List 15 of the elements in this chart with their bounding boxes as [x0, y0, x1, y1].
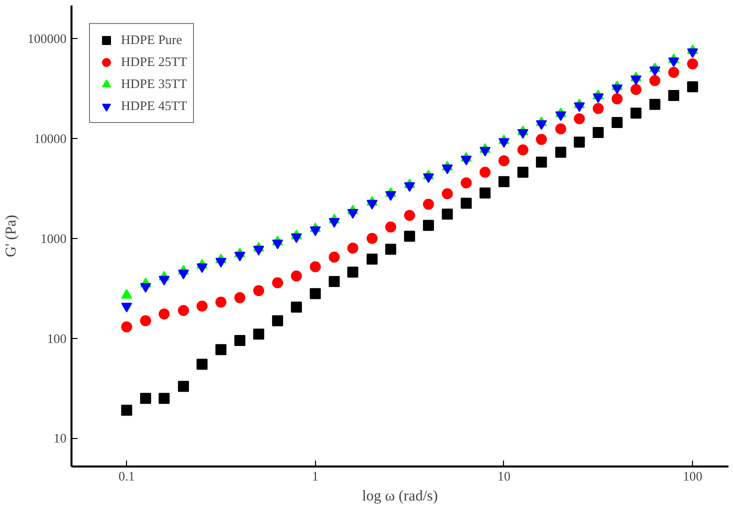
x-tick-label: 100	[682, 468, 702, 484]
x-tick-label: 0.1	[118, 468, 135, 484]
x-axis-title: log ω (rad/s)	[362, 488, 438, 504]
y-tick-label: 100000	[28, 31, 66, 46]
y-tick-label: 1000	[40, 230, 66, 246]
legend-label: HDPE 35TT	[121, 76, 188, 92]
legend-label: HDPE 25TT	[121, 54, 188, 70]
y-tick-label: 100	[47, 330, 66, 346]
y-axis-title: G' (Pa)	[4, 214, 20, 258]
legend-label: HDPE 45TT	[121, 98, 188, 114]
y-tick-label: 10000	[34, 131, 66, 146]
y-tick-label: 10	[54, 430, 66, 446]
x-tick-label: 10	[497, 468, 510, 484]
legend-label: HDPE Pure	[121, 32, 182, 48]
x-tick-label: 1	[312, 468, 319, 484]
